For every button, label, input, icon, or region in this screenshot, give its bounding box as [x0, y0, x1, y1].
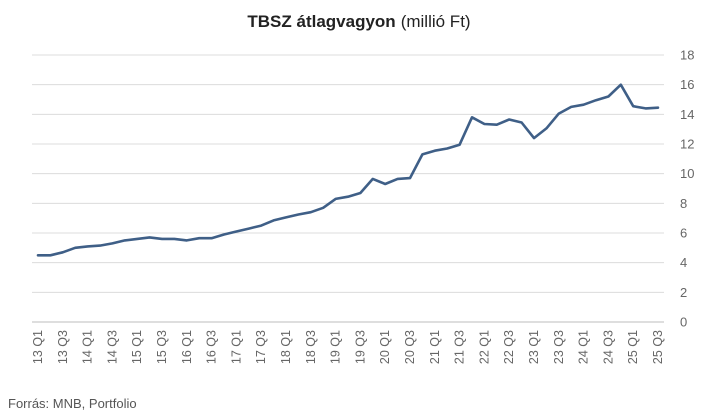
gridlines [32, 54, 664, 323]
y-tick-label-8: 8 [680, 196, 687, 211]
x-tick-label-16-q3: 16 Q3 [205, 330, 219, 364]
x-tick-label-13-q3: 13 Q3 [56, 330, 70, 364]
y-tick-label-12: 12 [680, 137, 694, 152]
x-tick-label-20-q1: 20 Q1 [378, 330, 392, 364]
y-tick-label-18: 18 [680, 48, 694, 63]
y-tick-label-0: 0 [680, 315, 687, 330]
x-tick-label-18-q1: 18 Q1 [279, 330, 293, 364]
data-series [36, 83, 660, 257]
x-tick-label-14-q1: 14 Q1 [81, 330, 95, 364]
x-tick-label-24-q1: 24 Q1 [577, 330, 591, 364]
x-tick-label-23-q3: 23 Q3 [552, 330, 566, 364]
x-tick-label-23-q1: 23 Q1 [527, 330, 541, 364]
series-line-0 [36, 83, 660, 257]
x-tick-label-19-q1: 19 Q1 [329, 330, 343, 364]
x-tick-label-18-q3: 18 Q3 [304, 330, 318, 364]
y-tick-label-14: 14 [680, 107, 694, 122]
y-tick-label-4: 4 [680, 255, 687, 270]
x-tick-label-15-q3: 15 Q3 [155, 330, 169, 364]
x-tick-label-22-q3: 22 Q3 [502, 330, 516, 364]
y-axis-tick-labels: 0 2 4 6 8 10 12 14 16 18 [680, 48, 694, 330]
x-axis-tick-labels: 13 Q1 13 Q3 14 Q1 14 Q3 15 Q1 15 Q3 16 Q1 16 Q3… [31, 330, 665, 364]
y-tick-label-16: 16 [680, 77, 694, 92]
x-tick-label-20-q3: 20 Q3 [403, 330, 417, 364]
x-tick-label-19-q3: 19 Q3 [353, 330, 367, 364]
x-tick-label-15-q1: 15 Q1 [130, 330, 144, 364]
x-tick-label-22-q1: 22 Q1 [477, 330, 491, 364]
source-note: Forrás: MNB, Portfolio [8, 396, 137, 411]
x-tick-label-14-q3: 14 Q3 [105, 330, 119, 364]
x-tick-label-17-q1: 17 Q1 [229, 330, 243, 364]
chart-title-unit: (millió Ft) [401, 12, 471, 31]
x-tick-label-24-q3: 24 Q3 [601, 330, 615, 364]
y-tick-label-10: 10 [680, 166, 694, 181]
x-tick-label-21-q3: 21 Q3 [453, 330, 467, 364]
chart-title-main: TBSZ átlagvagyon [247, 12, 395, 31]
x-tick-label-21-q1: 21 Q1 [428, 330, 442, 364]
y-tick-label-6: 6 [680, 226, 687, 241]
x-tick-label-13-q1: 13 Q1 [31, 330, 45, 364]
x-tick-label-17-q3: 17 Q3 [254, 330, 268, 364]
x-tick-label-25-q1: 25 Q1 [626, 330, 640, 364]
chart-title: TBSZ átlagvagyon (millió Ft) [247, 12, 470, 31]
x-tick-label-25-q3: 25 Q3 [651, 330, 665, 364]
x-tick-label-16-q1: 16 Q1 [180, 330, 194, 364]
y-tick-label-2: 2 [680, 285, 687, 300]
